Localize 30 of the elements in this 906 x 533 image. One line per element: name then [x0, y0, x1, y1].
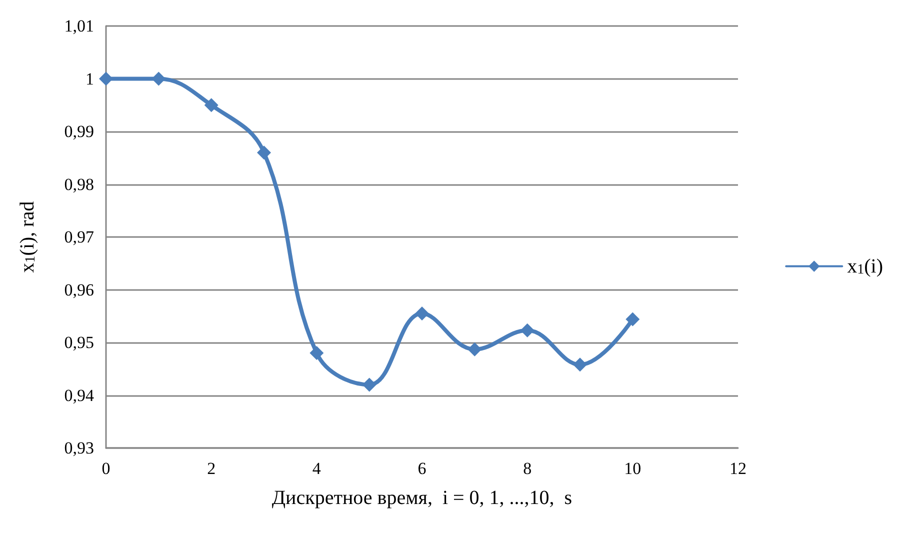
x-tick-label: 2 [207, 459, 216, 478]
y-axis-title: x1(i), rad [16, 201, 38, 273]
point [573, 358, 587, 372]
point [520, 323, 534, 338]
y-tick-label: 1,01 [64, 16, 94, 36]
point [626, 312, 640, 326]
y-tick-label: 0,99 [64, 122, 94, 141]
point [257, 146, 271, 160]
point [415, 306, 429, 320]
y-tick-label: 0,98 [64, 174, 94, 194]
x-tick-label: 0 [102, 459, 110, 478]
point [152, 72, 166, 86]
x-tick-label: 6 [418, 459, 426, 478]
x-tick-label: 12 [730, 459, 746, 478]
y-tick-label: 0,97 [64, 228, 94, 246]
y-tick-label: 0,95 [64, 333, 94, 352]
x-axis-title: Дискретное время, i = 0, 1, ...,10, s [272, 487, 572, 509]
point [310, 346, 324, 360]
y-tick-label: 0,94 [64, 386, 94, 405]
x-tick-label: 10 [624, 459, 642, 478]
point [204, 98, 218, 112]
x-tick-label: 4 [312, 459, 322, 478]
point [468, 342, 482, 356]
y-tick-label: 1 [86, 69, 94, 88]
point [362, 378, 376, 392]
y-tick-label: 0,96 [64, 280, 94, 300]
point [99, 72, 113, 86]
y-tick-label: 0,93 [64, 438, 94, 458]
legend-label: x1(i) [847, 255, 884, 278]
x-tick-label: 8 [523, 459, 532, 478]
